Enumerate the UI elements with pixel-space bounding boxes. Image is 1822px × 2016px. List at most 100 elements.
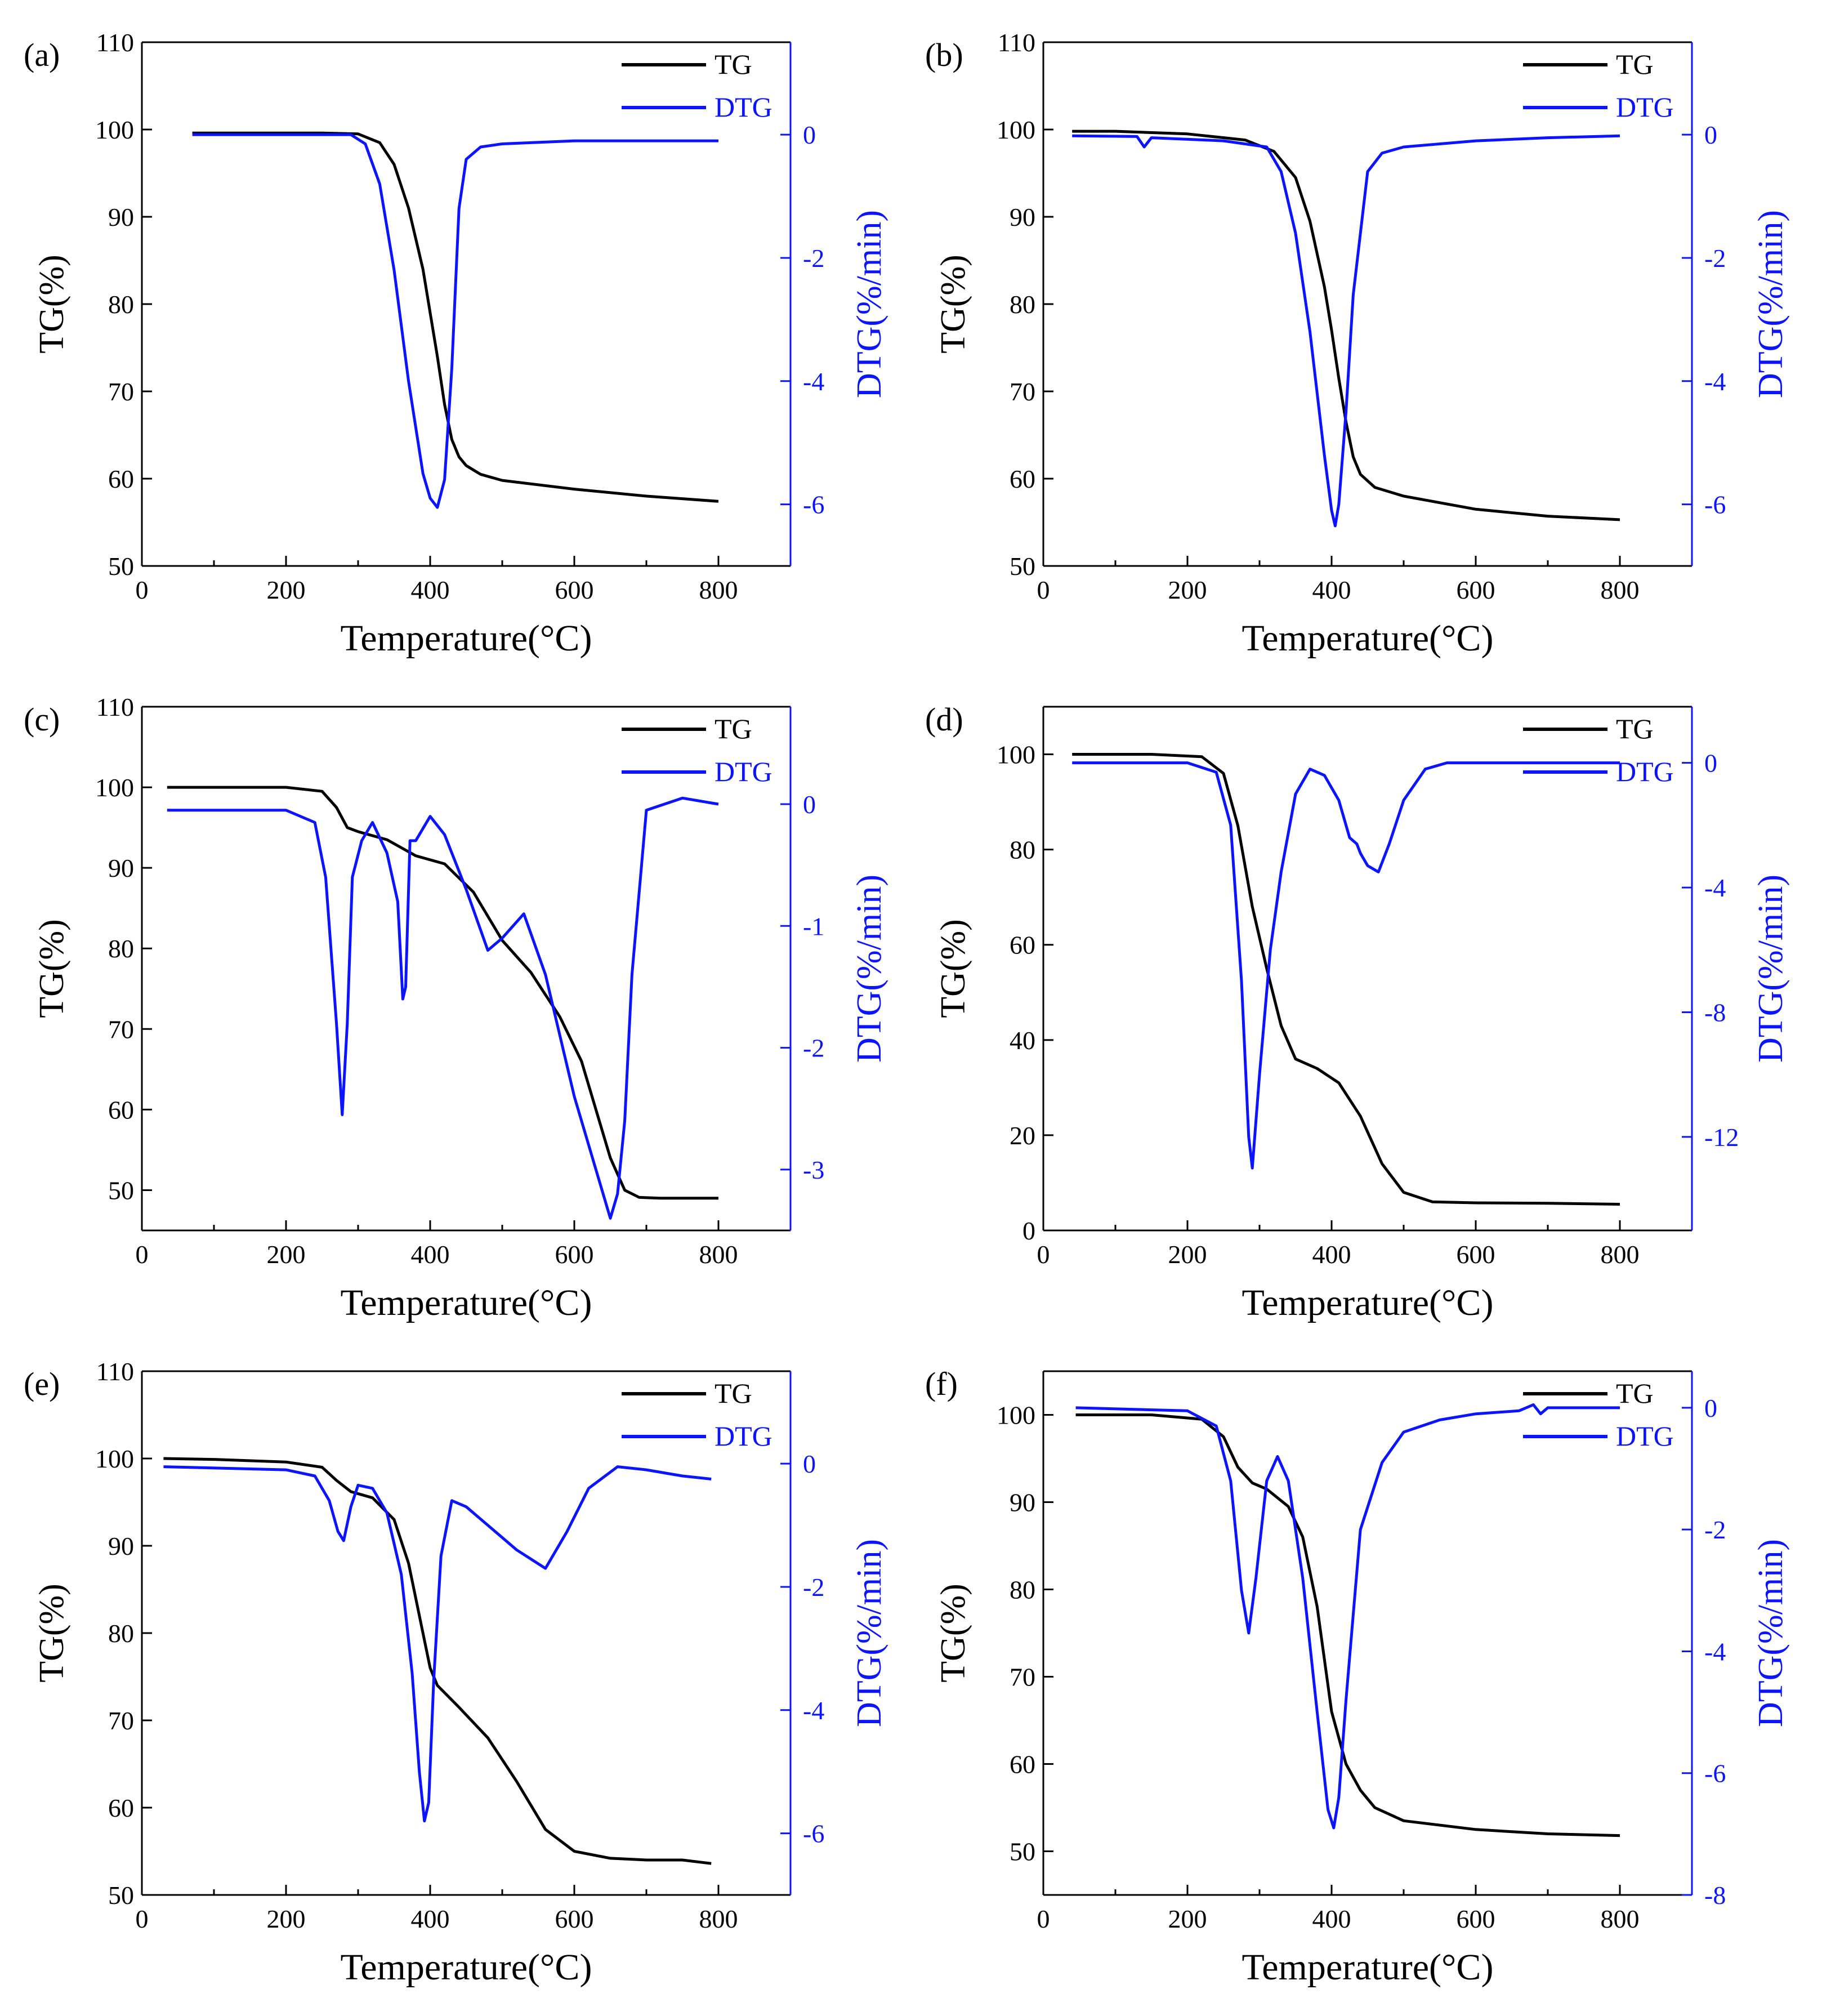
legend-label-tg: TG [714,48,752,80]
legend-label-dtg: DTG [714,756,772,787]
x-tick-label: 200 [267,1905,306,1933]
dtg-series-line [163,1465,712,1823]
y-axis-title: TG(%) [934,255,972,354]
x-tick-label: 200 [267,1240,306,1269]
y-tick-label: 0 [1022,1216,1035,1245]
y-tick-label: 100 [997,115,1035,144]
panel-label: (b) [925,37,963,73]
x-tick-label: 600 [555,576,594,604]
y2-tick-label: -6 [1704,1759,1726,1788]
y2-tick-label: -4 [1704,1637,1726,1666]
y2-tick-label: -2 [803,244,824,273]
x-tick-label: 0 [136,1905,149,1933]
y-tick-label: 90 [108,1532,134,1560]
y-tick-label: 60 [1010,931,1035,960]
legend-label-tg: TG [714,1377,752,1409]
legend-label-dtg: DTG [1616,91,1674,123]
dtg-series-line [1072,761,1620,1170]
y-tick-label: 110 [96,28,134,57]
x-tick-label: 200 [1168,576,1207,604]
chart-panel-c: 0 200 400 600 800 50 60 70 80 90 100 110 0 -1 -2 -3 Temp… [24,693,888,1323]
y-tick-label: 110 [96,1357,134,1386]
y-tick-label: 90 [108,854,134,882]
y2-tick-label: -6 [803,490,824,519]
x-axis-title: Temperature(°C) [1242,1947,1494,1988]
x-tick-label: 800 [699,1905,738,1933]
y-tick-label: 90 [1010,1488,1035,1517]
y-tick-label: 60 [108,1794,134,1822]
y2-tick-label: 0 [803,1449,816,1478]
y2-tick-label: -12 [1704,1123,1739,1152]
y2-tick-label: -4 [1704,873,1726,902]
x-tick-label: 0 [1037,1240,1050,1269]
tg-series-line [167,786,718,1200]
x-tick-label: 800 [699,576,738,604]
chart-panel-b: 0 200 400 600 800 50 60 70 80 90 100 110 0 -2 -4 -6 Temp… [925,28,1790,659]
y2-axis-title: DTG(%/min) [850,210,888,398]
y-tick-label: 60 [108,465,134,493]
x-tick-label: 600 [1457,1905,1495,1933]
y-tick-label: 90 [108,203,134,231]
y-tick-label: 80 [108,1619,134,1648]
panel-label: (c) [24,701,60,738]
x-tick-label: 600 [555,1905,594,1933]
y-tick-label: 110 [96,693,134,721]
legend-label-tg: TG [1616,1377,1654,1409]
y2-tick-label: 0 [1704,1394,1717,1422]
dtg-series-line [1075,1403,1620,1830]
x-tick-label: 400 [1312,576,1351,604]
chart-panel-d: 0 200 400 600 800 0 20 40 60 80 100 0 -4 -8 -12 Tempera… [925,701,1790,1323]
y2-tick-label: 0 [1704,121,1717,149]
chart-panel-f: 0 200 400 600 800 50 60 70 80 90 100 0 -2 -4 -6 -8 Tempe… [925,1366,1790,1988]
x-tick-label: 0 [136,1240,149,1269]
x-axis-title: Temperature(°C) [1242,618,1494,659]
tg-series-line [1072,130,1620,521]
y-axis-title: TG(%) [934,1584,972,1683]
y2-tick-label: -6 [1704,490,1726,519]
y2-tick-label: -8 [1704,1881,1726,1910]
y2-tick-label: -4 [803,1696,824,1725]
y-tick-label: 100 [95,115,134,144]
y2-axis-title: DTG(%/min) [1752,210,1790,398]
y-axis-title: TG(%) [934,919,972,1018]
tg-series-line [1072,753,1620,1206]
dtg-series-line [192,133,718,509]
y2-tick-label: -2 [803,1034,824,1063]
tg-series-line [1075,1413,1620,1837]
panel-label: (a) [24,37,60,73]
panel-label: (d) [925,701,963,738]
x-tick-label: 800 [699,1240,738,1269]
y-tick-label: 70 [108,1015,134,1043]
x-tick-label: 400 [1312,1905,1351,1933]
y-tick-label: 70 [1010,1663,1035,1692]
y2-tick-label: 0 [1704,749,1717,778]
y-tick-label: 80 [1010,1576,1035,1604]
x-tick-label: 800 [1601,576,1640,604]
y-axis-title: TG(%) [33,255,71,354]
y2-tick-label: -3 [803,1156,824,1184]
x-tick-label: 400 [411,1905,450,1933]
x-tick-label: 200 [267,576,306,604]
y-tick-label: 50 [1010,552,1035,581]
y2-tick-label: 0 [803,121,816,149]
y-tick-label: 20 [1010,1121,1035,1150]
x-tick-label: 400 [1312,1240,1351,1269]
x-tick-label: 800 [1601,1240,1640,1269]
y2-axis-title: DTG(%/min) [1752,1539,1790,1727]
y-tick-label: 80 [108,934,134,963]
legend-label-tg: TG [1616,48,1654,80]
x-tick-label: 400 [411,1240,450,1269]
chart-panel-e: 0 200 400 600 800 50 60 70 80 90 100 110 0 -2 -4 -6 Temp… [24,1357,888,1988]
x-axis-title: Temperature(°C) [341,618,592,659]
y2-tick-label: 0 [803,790,816,819]
legend-label-dtg: DTG [1616,1420,1674,1452]
y-tick-label: 40 [1010,1026,1035,1055]
dtg-series-line [1072,134,1620,528]
legend-label-dtg: DTG [714,1420,772,1452]
legend-label-dtg: DTG [1616,756,1674,787]
y-tick-label: 60 [1010,1750,1035,1779]
dtg-series-line [167,796,719,1220]
y-tick-label: 50 [108,552,134,581]
legend-label-dtg: DTG [714,91,772,123]
